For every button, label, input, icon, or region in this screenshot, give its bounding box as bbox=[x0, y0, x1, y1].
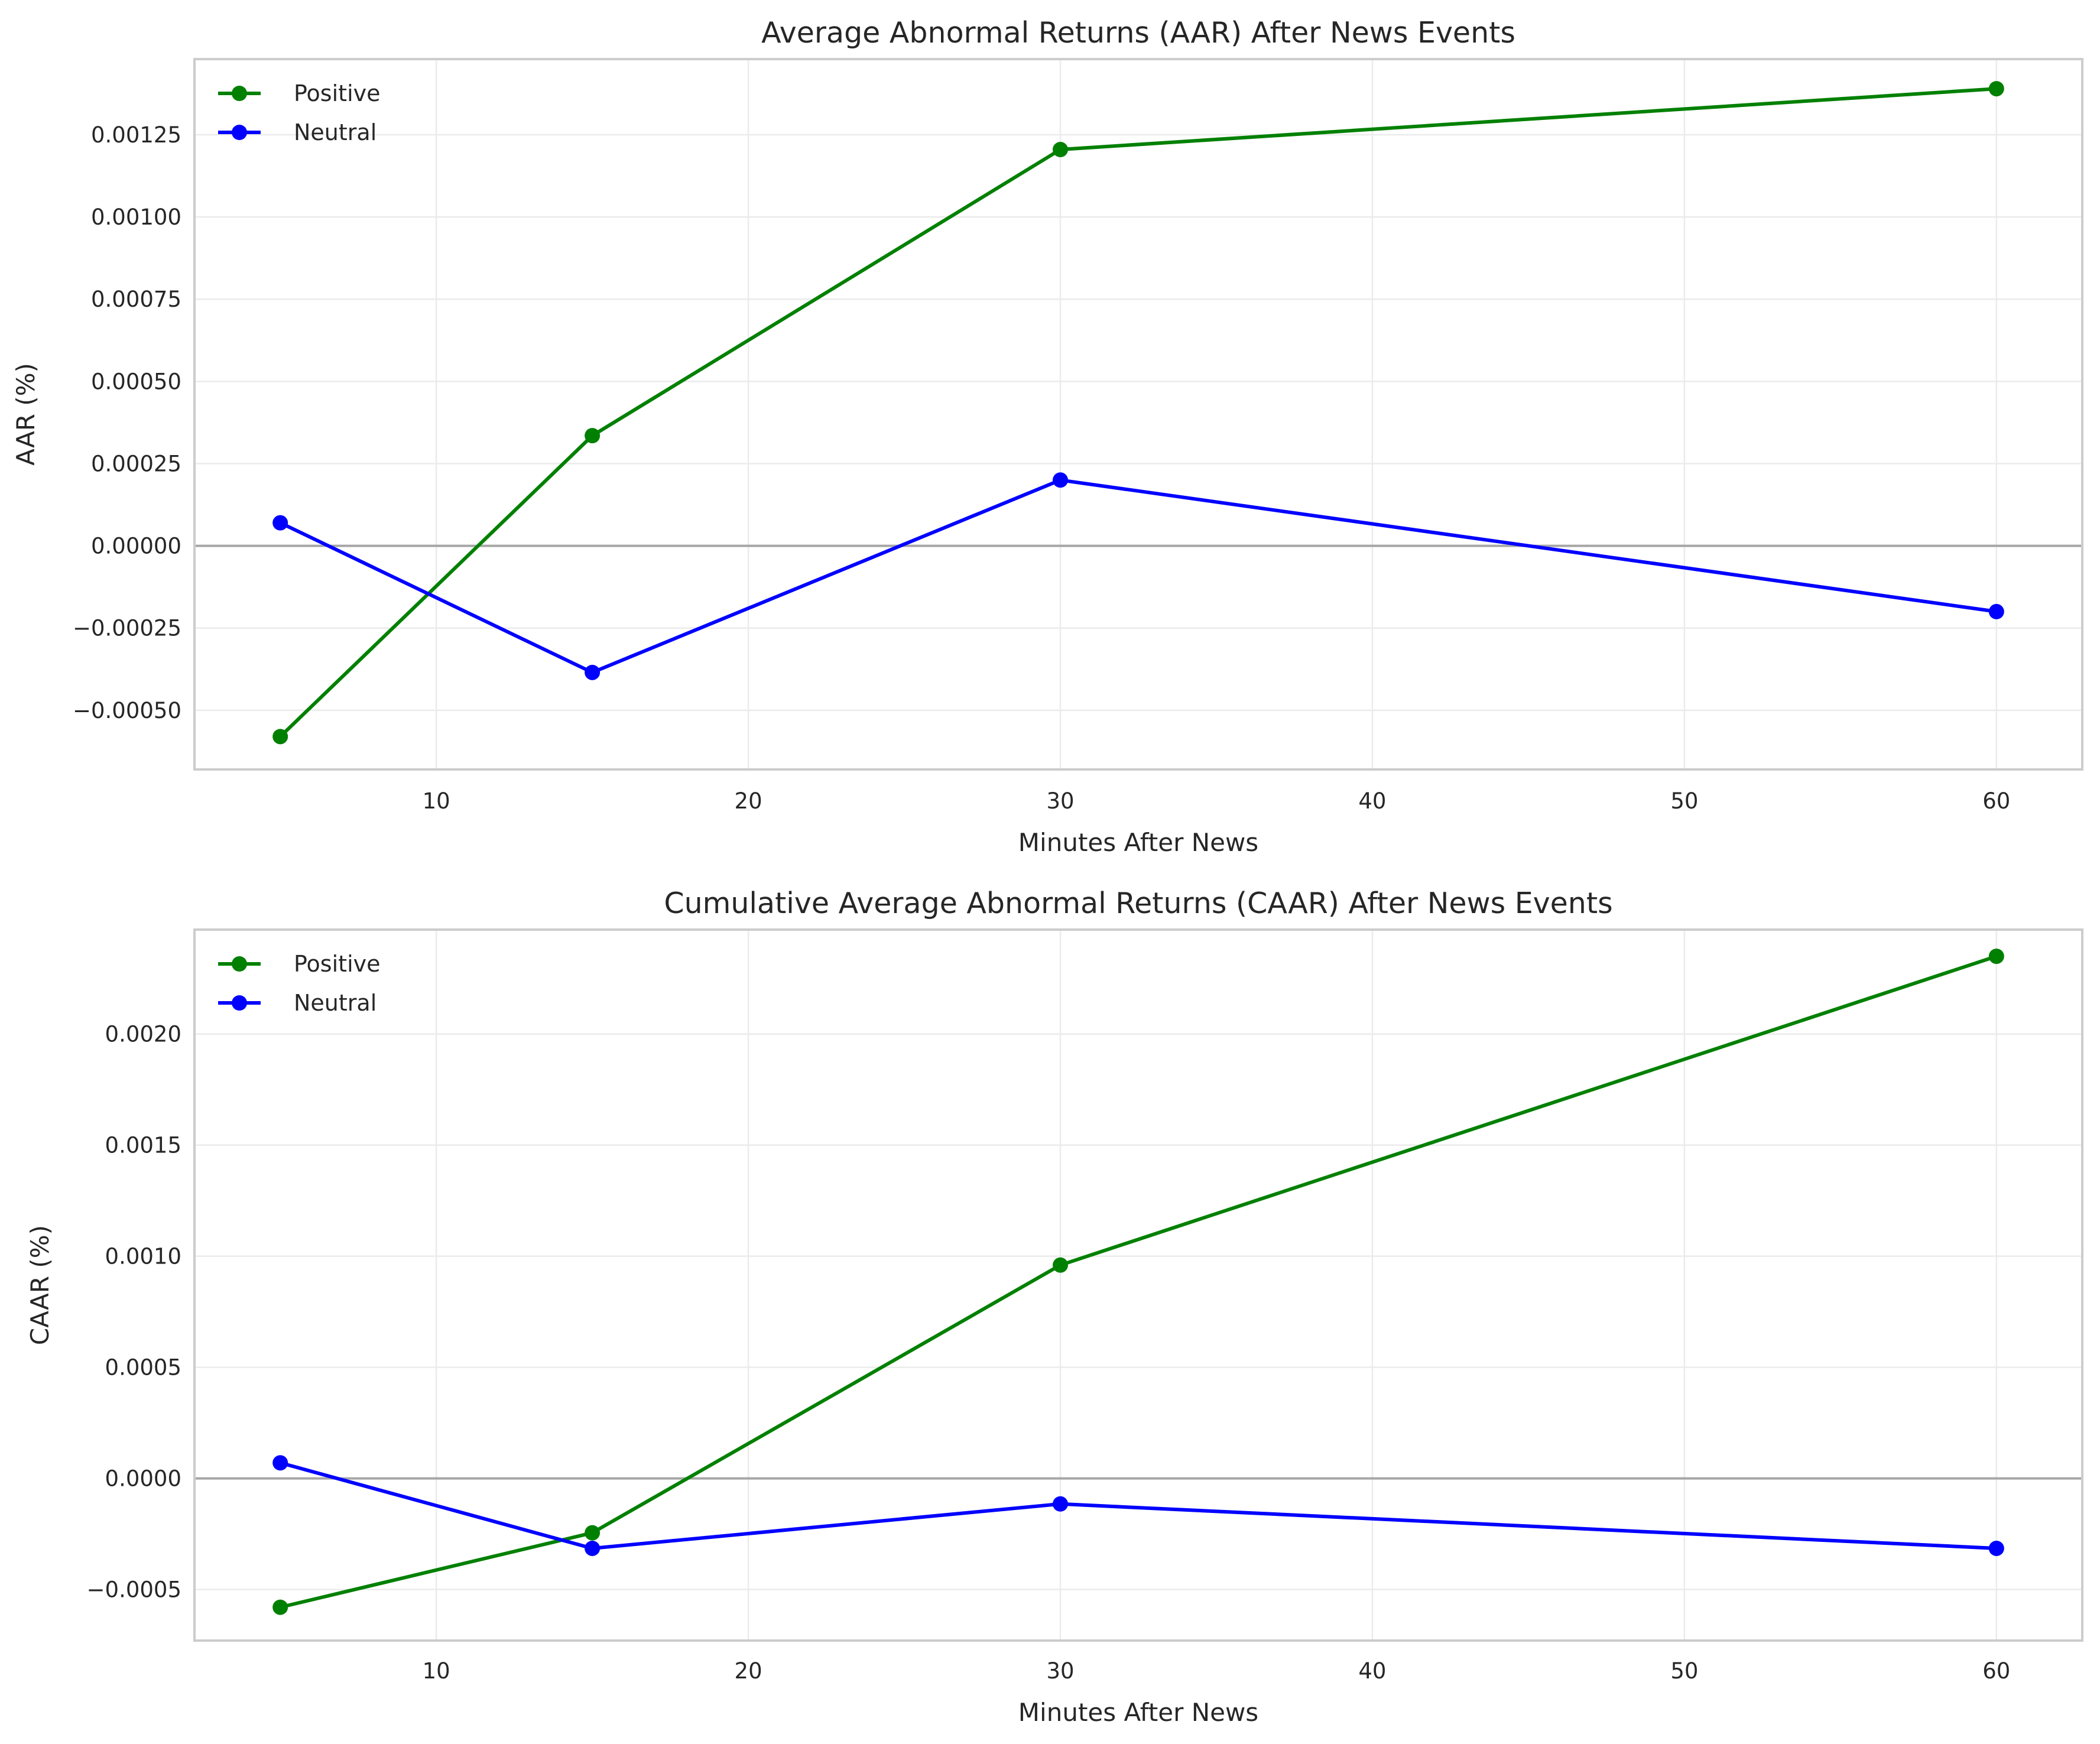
caar-x-tick-label: 40 bbox=[1358, 1658, 1386, 1684]
aar-legend: Positive Neutral bbox=[218, 80, 381, 145]
aar-x-tick-label: 30 bbox=[1046, 788, 1074, 814]
caar-point-positive bbox=[1053, 1257, 1069, 1273]
aar-y-tick-label: 0.00000 bbox=[91, 534, 181, 559]
aar-y-tick-label: 0.00025 bbox=[91, 451, 181, 476]
aar-y-tick-label: 0.00100 bbox=[91, 204, 181, 230]
caar-point-neutral bbox=[585, 1540, 601, 1556]
caar-legend-label-neutral: Neutral bbox=[294, 990, 376, 1016]
caar-point-neutral bbox=[272, 1455, 288, 1471]
aar-point-positive bbox=[585, 428, 601, 444]
aar-x-tick-label: 40 bbox=[1358, 788, 1386, 814]
aar-chart-title: Average Abnormal Returns (AAR) After New… bbox=[761, 16, 1515, 50]
caar-legend: Positive Neutral bbox=[218, 951, 381, 1016]
aar-y-tick-label: 0.00050 bbox=[91, 369, 181, 394]
caar-series-line-neutral bbox=[278, 1461, 1998, 1550]
caar-plot-area bbox=[194, 930, 2082, 1641]
caar-axes-frame bbox=[193, 928, 2083, 1642]
caar-y-axis-label: CAAR (%) bbox=[25, 1225, 54, 1345]
aar-plot-area bbox=[194, 59, 2082, 769]
aar-point-neutral bbox=[272, 515, 288, 531]
aar-x-axis-label: Minutes After News bbox=[1018, 828, 1258, 857]
caar-point-neutral bbox=[1053, 1496, 1069, 1512]
caar-x-axis-label: Minutes After News bbox=[1018, 1698, 1258, 1727]
caar-legend-label-positive: Positive bbox=[294, 951, 381, 977]
aar-legend-marker-positive bbox=[232, 86, 247, 101]
caar-point-neutral bbox=[1988, 1540, 2004, 1556]
caar-y-tick-label: 0.0000 bbox=[105, 1466, 181, 1492]
caar-point-positive bbox=[272, 1599, 288, 1615]
aar-y-axis-label: AAR (%) bbox=[11, 363, 40, 466]
aar-series-line-positive bbox=[278, 87, 1998, 739]
aar-point-positive bbox=[1053, 142, 1069, 158]
aar-x-tick-label: 50 bbox=[1670, 788, 1698, 814]
caar-y-tick-label: −0.0005 bbox=[87, 1577, 181, 1603]
caar-legend-marker-positive bbox=[232, 956, 247, 972]
caar-legend-marker-neutral bbox=[232, 995, 247, 1011]
caar-y-tick-label: 0.0020 bbox=[105, 1022, 181, 1047]
aar-chart-panel: 10 20 30 40 50 60 −0.00050 −0.00025 0.00000 0.000… bbox=[11, 16, 2083, 857]
caar-point-positive bbox=[1988, 949, 2004, 964]
aar-series-line-neutral bbox=[278, 478, 1998, 674]
caar-x-tick-label: 10 bbox=[423, 1658, 450, 1684]
aar-point-positive bbox=[272, 729, 288, 745]
caar-point-positive bbox=[585, 1525, 601, 1541]
aar-axes-frame bbox=[193, 58, 2083, 771]
caar-x-tick-label: 20 bbox=[735, 1658, 762, 1684]
aar-x-tick-label: 10 bbox=[423, 788, 450, 814]
aar-y-tick-label: 0.00125 bbox=[91, 122, 181, 148]
aar-point-neutral bbox=[1988, 603, 2004, 619]
aar-y-tick-label: −0.00050 bbox=[73, 698, 181, 723]
caar-series-line-positive bbox=[278, 954, 1998, 1609]
aar-point-positive bbox=[1988, 81, 2004, 97]
aar-y-tick-label: 0.00075 bbox=[91, 287, 181, 312]
aar-legend-marker-neutral bbox=[232, 125, 247, 140]
aar-point-neutral bbox=[1053, 472, 1069, 488]
caar-chart-title: Cumulative Average Abnormal Returns (CAA… bbox=[664, 886, 1612, 920]
caar-x-tick-label: 50 bbox=[1670, 1658, 1698, 1684]
caar-y-tick-label: 0.0005 bbox=[105, 1355, 181, 1381]
caar-x-tick-label: 30 bbox=[1046, 1658, 1074, 1684]
aar-legend-label-neutral: Neutral bbox=[294, 119, 376, 145]
caar-y-tick-label: 0.0015 bbox=[105, 1133, 181, 1158]
caar-x-tick-label: 60 bbox=[1982, 1658, 2010, 1684]
caar-y-tick-label: 0.0010 bbox=[105, 1244, 181, 1269]
caar-chart-panel: 10 20 30 40 50 60 −0.0005 0.0000 0.0005 0.0010 0.0… bbox=[25, 886, 2083, 1727]
aar-x-tick-label: 20 bbox=[735, 788, 762, 814]
aar-point-neutral bbox=[585, 664, 601, 680]
aar-legend-label-positive: Positive bbox=[294, 80, 381, 106]
aar-y-tick-label: −0.00025 bbox=[73, 616, 181, 641]
aar-x-tick-label: 60 bbox=[1982, 788, 2010, 814]
